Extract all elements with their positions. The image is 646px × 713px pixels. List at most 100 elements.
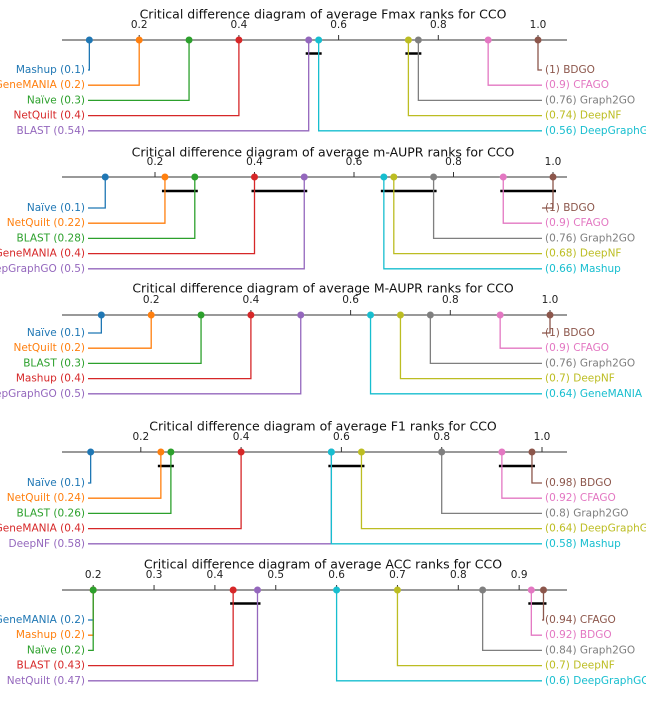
connector-cfago	[501, 452, 542, 499]
tick-label: 0.4	[231, 19, 248, 31]
rank-marker	[546, 311, 554, 319]
tick-label: 0.4	[233, 431, 250, 443]
method-label: Naïve (0.3)	[27, 94, 85, 106]
method-label: (0.6) DeepGraphGO	[545, 675, 646, 687]
method-label: NetQuilt (0.2)	[13, 342, 85, 354]
panel-title: Critical difference diagram of average F…	[140, 7, 507, 22]
tick-label: 0.6	[333, 431, 350, 443]
connector-blast	[88, 177, 196, 240]
tick-label: 0.6	[342, 294, 359, 306]
tick-label: 0.2	[143, 294, 160, 306]
rank-marker	[404, 36, 412, 44]
method-label: GeneMANIA (0.4)	[0, 248, 85, 260]
connector-deepgraphgo	[88, 177, 305, 270]
method-label: (1) BDGO	[545, 327, 595, 339]
method-label: GeneMANIA (0.4)	[0, 523, 85, 535]
rank-marker	[539, 586, 547, 594]
tick-label: 0.2	[131, 19, 148, 31]
method-label: GeneMANIA (0.2)	[0, 614, 85, 626]
connector-genemania	[369, 315, 542, 395]
rank-marker	[327, 448, 335, 456]
method-label: (0.9) CFAGO	[545, 79, 609, 91]
method-label: (1) BDGO	[545, 202, 595, 214]
connector-deepgraphgo	[360, 452, 542, 530]
method-label: (0.94) CFAGO	[545, 614, 616, 626]
connector-nave	[88, 315, 102, 334]
tick-label: 0.7	[389, 569, 406, 581]
cd-panel-2: Critical difference diagram of average m…	[0, 145, 635, 275]
rank-marker	[393, 586, 401, 594]
tick-label: 1.0	[534, 431, 551, 443]
method-label: NetQuilt (0.22)	[7, 217, 85, 229]
rank-marker	[235, 36, 243, 44]
connector-genemania	[88, 40, 140, 86]
connector-blast	[88, 40, 310, 132]
connector-graph2go	[429, 315, 542, 365]
tick-label: 0.8	[442, 294, 459, 306]
method-label: Naïve (0.1)	[27, 327, 85, 339]
connector-cfago	[542, 590, 545, 621]
rank-marker	[253, 586, 261, 594]
method-label: (0.74) DeepNF	[545, 110, 621, 122]
method-label: NetQuilt (0.47)	[7, 675, 85, 687]
tick-label: 1.0	[542, 294, 559, 306]
rank-marker	[101, 173, 109, 181]
method-label: DeepNF (0.58)	[9, 538, 85, 550]
rank-marker	[229, 586, 237, 594]
method-label: DeepGraphGO (0.5)	[0, 263, 85, 275]
rank-marker	[414, 36, 422, 44]
connector-deepgraphgo	[335, 590, 542, 682]
method-label: (0.7) DeepNF	[545, 373, 615, 385]
rank-marker	[161, 173, 169, 181]
connector-cfago	[487, 40, 542, 86]
method-label: Naïve (0.1)	[27, 202, 85, 214]
connector-blast	[88, 315, 202, 365]
method-label: Naïve (0.2)	[27, 644, 85, 656]
rank-marker	[499, 173, 507, 181]
rank-marker	[167, 448, 175, 456]
method-label: (0.66) Mashup	[545, 263, 621, 275]
connector-deepgraphgo	[88, 315, 302, 395]
connector-deepnf	[396, 590, 542, 667]
connector-bdgo	[542, 177, 554, 209]
method-label: DeepGraphGO (0.5)	[0, 388, 85, 400]
method-label: NetQuilt (0.4)	[13, 110, 85, 122]
method-label: Mashup (0.1)	[16, 64, 85, 76]
rank-marker	[135, 36, 143, 44]
connector-graph2go	[417, 40, 542, 102]
method-label: (0.92) BDGO	[545, 629, 612, 641]
rank-marker	[479, 586, 487, 594]
connector-bdgo	[537, 40, 542, 71]
tick-label: 0.8	[430, 19, 447, 31]
method-label: (0.76) Graph2GO	[545, 232, 635, 244]
connector-netquilt	[88, 452, 162, 499]
rank-marker	[396, 311, 404, 319]
panel-title: Critical difference diagram of average m…	[132, 145, 515, 160]
rank-marker	[549, 173, 557, 181]
connector-graph2go	[481, 590, 542, 652]
connector-netquilt	[88, 177, 166, 224]
tick-label: 0.4	[246, 156, 263, 168]
rank-marker	[87, 448, 95, 456]
connector-netquilt	[88, 40, 240, 117]
method-label: (0.56) DeepGraphGO	[545, 125, 646, 137]
connector-deepnf	[407, 40, 542, 117]
rank-marker	[191, 173, 199, 181]
rank-marker	[85, 36, 93, 44]
rank-marker	[357, 448, 365, 456]
tick-label: 1.0	[545, 156, 562, 168]
rank-marker	[438, 448, 446, 456]
tick-label: 0.8	[445, 156, 462, 168]
rank-marker	[496, 311, 504, 319]
cd-panel-4: Critical difference diagram of average F…	[0, 419, 646, 550]
method-label: (0.7) DeepNF	[545, 660, 615, 672]
method-label: (1) BDGO	[545, 64, 595, 76]
tick-label: 0.4	[243, 294, 260, 306]
method-label: NetQuilt (0.24)	[7, 492, 85, 504]
connector-bdgo	[530, 590, 542, 636]
tick-label: 1.0	[530, 19, 547, 31]
method-label: BLAST (0.3)	[23, 357, 85, 369]
connector-bdgo	[531, 452, 542, 484]
rank-marker	[237, 448, 245, 456]
